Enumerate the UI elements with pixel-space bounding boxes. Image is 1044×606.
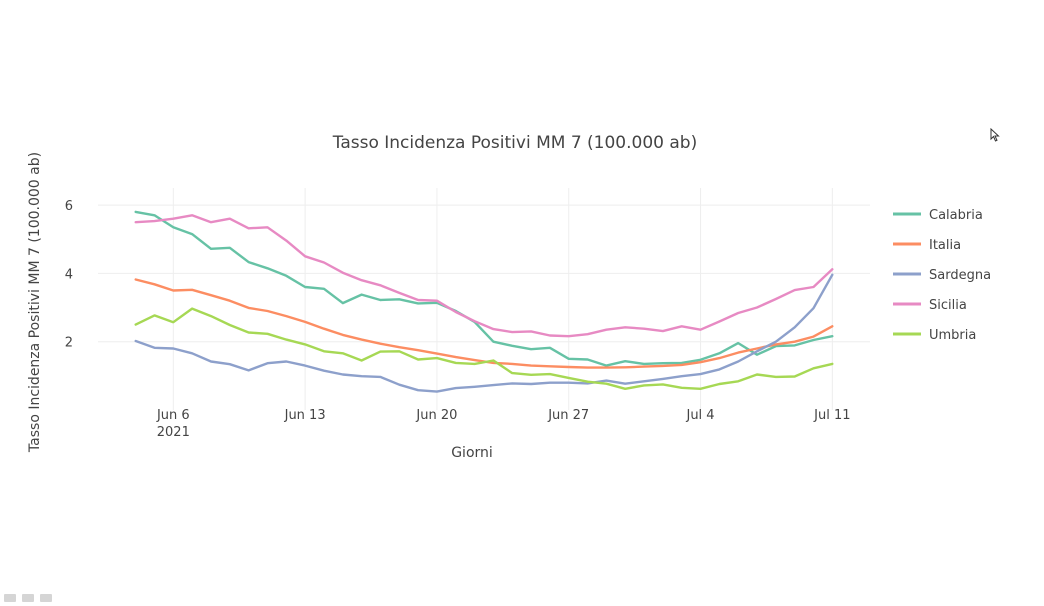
- legend-label: Calabria: [929, 208, 983, 223]
- legend-item-calabria[interactable]: Calabria: [893, 208, 983, 223]
- legend-label: Sicilia: [929, 298, 967, 313]
- control-icon[interactable]: [22, 594, 34, 602]
- control-icon[interactable]: [4, 594, 16, 602]
- legend-label: Italia: [929, 238, 961, 253]
- x-tick-sublabel: 2021: [157, 425, 190, 440]
- chart-title: Tasso Incidenza Positivi MM 7 (100.000 a…: [332, 133, 697, 153]
- series-line-sicilia: [134, 214, 834, 338]
- x-tick-label: Jun 13: [284, 408, 326, 423]
- control-icon[interactable]: [40, 594, 52, 602]
- x-tick-label: Jul 11: [813, 408, 850, 423]
- y-tick-label: 4: [65, 267, 73, 282]
- y-axis-label: Tasso Incidenza Positivi MM 7 (100.000 a…: [27, 152, 43, 453]
- legend-item-umbria[interactable]: Umbria: [893, 328, 976, 343]
- legend-item-italia[interactable]: Italia: [893, 238, 961, 253]
- grid: [98, 188, 870, 410]
- x-axis-label: Giorni: [451, 445, 493, 461]
- x-tick-label: Jun 27: [547, 408, 589, 423]
- x-tick-label: Jun 20: [415, 408, 457, 423]
- legend-item-sicilia[interactable]: Sicilia: [893, 298, 967, 313]
- x-tick-label: Jun 6: [156, 408, 190, 423]
- legend[interactable]: Calabria Italia Sardegna Sicilia Umbria: [893, 208, 991, 343]
- x-axis-ticks: Jun 6 2021 Jun 13 Jun 20 Jun 27 Jul 4 Jul 11: [156, 408, 851, 440]
- legend-item-sardegna[interactable]: Sardegna: [893, 268, 991, 283]
- series-line-sardegna: [134, 273, 834, 393]
- mouse-cursor-icon: [990, 128, 1000, 142]
- legend-label: Umbria: [929, 328, 976, 343]
- series-lines: [134, 210, 834, 393]
- x-tick-label: Jul 4: [685, 408, 714, 423]
- series-line-italia: [134, 278, 834, 369]
- series-line-calabria: [134, 210, 834, 367]
- player-controls[interactable]: [4, 594, 52, 602]
- series-line-umbria: [134, 307, 834, 390]
- legend-label: Sardegna: [929, 268, 991, 283]
- y-axis-ticks: 2 4 6: [65, 199, 73, 351]
- y-tick-label: 2: [65, 336, 73, 351]
- y-tick-label: 6: [65, 199, 73, 214]
